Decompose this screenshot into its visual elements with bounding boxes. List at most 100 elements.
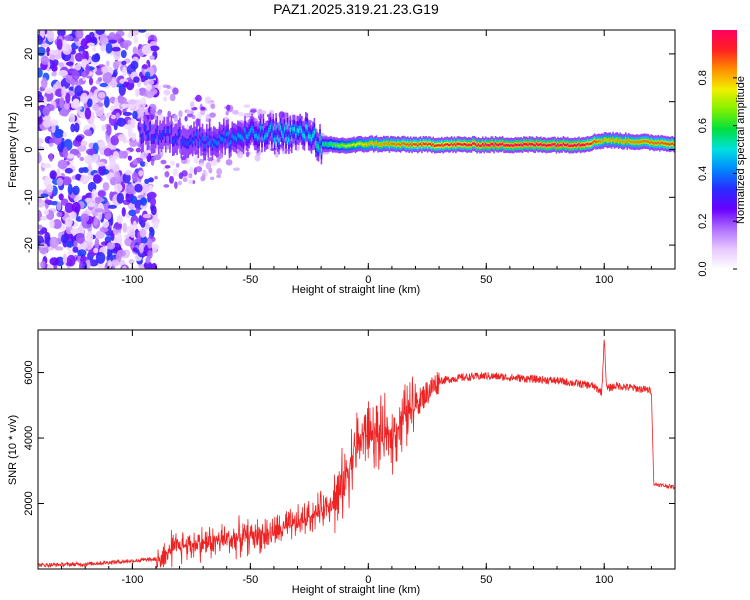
heatmap-cell [254,133,256,139]
x-tick-label: 100 [595,274,613,286]
heatmap-cell [108,39,118,44]
heatmap-cell [668,143,671,146]
heatmap-cell [477,143,480,146]
heatmap-cell [81,241,88,250]
heatmap-cell [261,135,263,141]
heatmap-cell [382,142,385,145]
heatmap-cell [142,135,144,140]
heatmap-cell [627,139,630,142]
heatmap-cell [398,143,401,146]
heatmap-cell [174,181,178,189]
heatmap-cell [75,173,82,181]
heatmap-cell [384,142,386,146]
heatmap-cell [187,179,194,185]
heatmap-cell [497,144,500,147]
heatmap-cell [143,261,153,269]
heatmap-cell [210,103,216,110]
heatmap-cell [43,199,53,204]
heatmap-cell [104,212,112,220]
heatmap-cell [38,67,43,78]
heatmap-cell [118,150,124,159]
heatmap-cell [168,175,174,184]
heatmap-cell [320,147,323,153]
heatmap-cell [159,132,161,137]
heatmap-cell [429,143,432,146]
heatmap-cell [181,170,188,177]
heatmap-cell [152,219,159,229]
heatmap-cell [160,159,167,165]
heatmap-cell [593,139,596,143]
heatmap-cell [297,128,300,134]
heatmap-cell [616,138,619,141]
heatmap-cell [634,141,637,144]
heatmap-cell [49,257,59,266]
heatmap-cell [40,193,49,198]
heatmap-cell [472,142,474,145]
heatmap-cell [38,146,45,152]
heatmap-cell [116,214,123,224]
heatmap-cell [167,110,171,118]
heatmap-cell [123,124,133,130]
heatmap-cell [101,124,107,132]
heatmap-cell [222,130,225,136]
heatmap-cell [436,144,439,147]
heatmap-cell [72,246,79,253]
heatmap-cell [70,211,77,220]
heatmap-cell [370,141,372,145]
heatmap-cell [128,209,137,217]
heatmap-cell [172,139,174,144]
heatmap-cell [65,216,73,228]
heatmap-cell [51,71,57,77]
heatmap-cell [179,129,181,135]
heatmap-cell [197,141,200,146]
heatmap-cell [73,37,79,42]
heatmap-cell [319,136,321,141]
heatmap-cell [586,142,589,145]
heatmap-cell [145,256,151,264]
heatmap-cell [554,143,556,146]
heatmap-cell [641,140,644,143]
heatmap-cell [358,142,361,145]
heatmap-cell [64,202,74,214]
heatmap-cell [80,213,90,223]
heatmap-cell [286,124,289,130]
heatmap-cell [175,163,180,168]
heatmap-cell [85,148,96,155]
heatmap-cell [40,55,49,66]
heatmap-cell [127,103,135,109]
heatmap-cell [418,143,420,146]
heatmap-cell [271,133,273,138]
heatmap-cell [231,133,234,138]
heatmap-cell [124,238,132,246]
heatmap-cell [84,197,94,203]
heatmap-cell [164,165,171,169]
heatmap-cell [281,130,283,135]
heatmap-cell [180,141,183,146]
heatmap-cell [115,112,121,119]
heatmap-cell [49,170,57,180]
heatmap-cell [84,154,94,165]
heatmap-cell [110,114,117,120]
heatmap-cell [605,138,607,141]
heatmap-cell [201,173,206,181]
heatmap-cell [172,168,179,177]
heatmap-cell [44,87,54,94]
heatmap-cell [469,143,471,147]
heatmap-cell [375,141,378,145]
heatmap-cell [598,140,600,143]
heatmap-cell [467,143,470,146]
heatmap-cell [326,143,328,146]
heatmap-cell [70,123,76,133]
heatmap-cell [250,109,257,113]
heatmap-cell [558,144,561,147]
heatmap-cell [552,143,555,146]
heatmap-cell [64,167,73,174]
heatmap-cell [538,143,541,146]
heatmap-cell [188,138,191,143]
heatmap-cell [238,133,241,139]
heatmap-cell [262,110,267,115]
heatmap-cell [93,247,99,254]
heatmap-cell [135,208,140,214]
heatmap-cell [127,155,133,161]
heatmap-cell [42,119,52,128]
